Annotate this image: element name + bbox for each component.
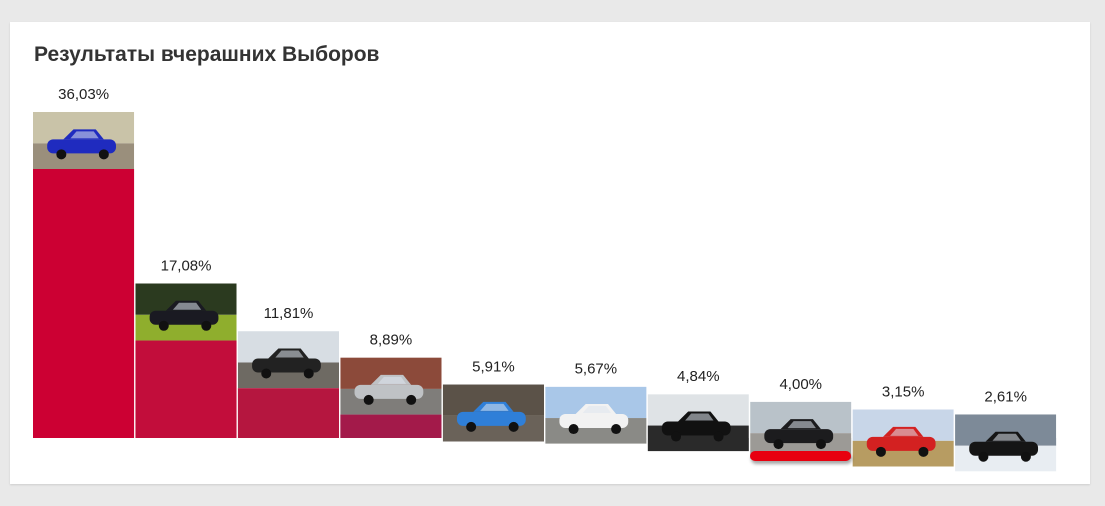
bar-value-label-2: 17,08% bbox=[161, 257, 212, 274]
bar-group-7: 4,84% bbox=[647, 368, 751, 452]
bar-value-label-5: 5,91% bbox=[472, 359, 515, 376]
highlight-underline-marker bbox=[750, 451, 852, 461]
bar-1 bbox=[33, 169, 135, 438]
bar-group-4: 8,89% bbox=[340, 332, 443, 438]
bar-value-label-1: 36,03% bbox=[58, 86, 109, 103]
bar-value-label-9: 3,15% bbox=[882, 383, 925, 400]
bar-value-label-7: 4,84% bbox=[677, 368, 720, 385]
bar-group-5: 5,91% bbox=[442, 359, 546, 442]
bar-group-2: 17,08% bbox=[135, 257, 238, 438]
bar-photo-7 bbox=[647, 394, 749, 452]
bar-group-1: 36,03% bbox=[33, 86, 136, 438]
bar-photo-9 bbox=[852, 409, 954, 467]
bar-2 bbox=[135, 340, 237, 438]
bar-value-label-4: 8,89% bbox=[370, 332, 413, 349]
bar-photo-4 bbox=[340, 357, 442, 415]
bar-photo-3 bbox=[237, 331, 340, 389]
results-card: Результаты вчерашних Выборов 36,03% 17,08… bbox=[10, 22, 1090, 484]
chart-title: Результаты вчерашних Выборов bbox=[34, 43, 380, 66]
bar-value-label-3: 11,81% bbox=[264, 305, 314, 322]
bar-photo-6 bbox=[545, 386, 647, 444]
bar-group-6: 5,67% bbox=[545, 361, 648, 444]
bar-chart: 36,03% 17,08% 11,81% 8,89% 5,91% 5,67% 4,84% 4,… bbox=[33, 86, 1058, 472]
bar-3 bbox=[237, 388, 340, 438]
bar-value-label-6: 5,67% bbox=[575, 361, 618, 378]
bar-value-label-8: 4,00% bbox=[779, 376, 822, 393]
bar-photo-2 bbox=[135, 283, 237, 341]
bar-photo-1 bbox=[33, 112, 135, 169]
bar-photo-5 bbox=[442, 384, 544, 442]
bar-photo-10 bbox=[955, 414, 1057, 472]
bar-group-3: 11,81% bbox=[237, 305, 341, 438]
bar-value-label-10: 2,61% bbox=[984, 388, 1027, 405]
bar-group-10: 2,61% bbox=[955, 388, 1058, 472]
bar-4 bbox=[340, 414, 442, 438]
bar-group-9: 3,15% bbox=[852, 383, 956, 467]
bar-group-8: 4,00% bbox=[750, 376, 853, 459]
